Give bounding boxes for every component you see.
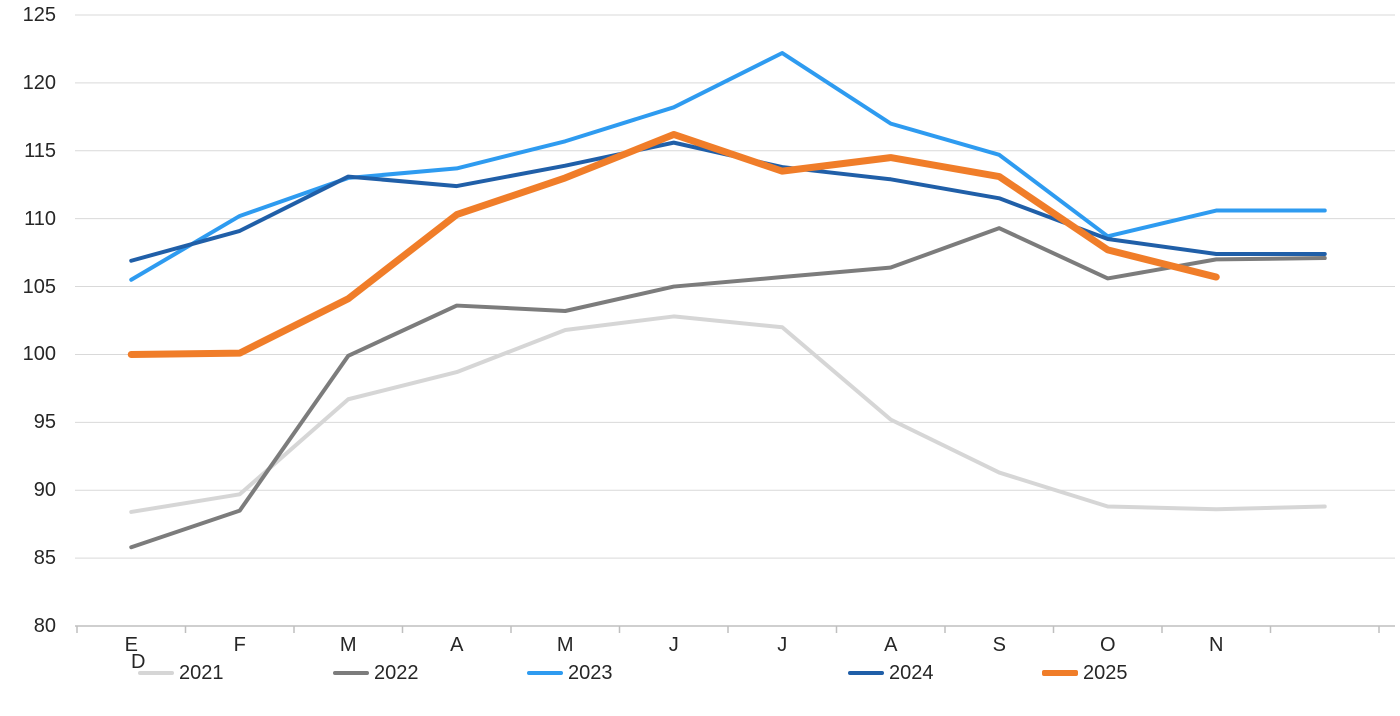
- x-tick-label: M: [556, 634, 574, 656]
- x-tick-label: A: [450, 634, 464, 656]
- x-tick-label: J: [668, 634, 679, 656]
- x-tick-label: F: [233, 634, 246, 656]
- legend-item-2021: 2021: [138, 661, 224, 685]
- series-line-2024: [129, 140, 1327, 263]
- x-tick-label-wrapped: D: [131, 651, 146, 673]
- legend-label-2025: 2025: [1083, 661, 1128, 684]
- y-tick-label: 95: [33, 411, 56, 434]
- y-tick-label: 85: [33, 547, 56, 570]
- y-tick-label: 105: [22, 275, 56, 298]
- y-tick-label: 80: [33, 615, 56, 637]
- legend-label-2022: 2022: [374, 661, 419, 684]
- legend-swatch-2023: [527, 671, 563, 675]
- legend-swatch-2021: [138, 671, 174, 675]
- series-line-2021: [129, 314, 1327, 514]
- y-tick-label: 115: [24, 139, 56, 162]
- x-tick-label: N: [1209, 634, 1224, 656]
- legend-swatch-2022: [333, 671, 369, 675]
- legend-item-2025: 2025: [1042, 661, 1128, 685]
- legend-swatch-2025: [1042, 670, 1078, 676]
- series-line-2022: [129, 226, 1327, 550]
- series-line-2025: [127, 130, 1220, 358]
- x-tick-label: E: [124, 634, 138, 656]
- y-tick-label: 100: [22, 343, 56, 366]
- y-tick-label: 120: [22, 71, 56, 94]
- legend-swatch-2024: [848, 671, 884, 675]
- legend-item-2023: 2023: [527, 661, 613, 685]
- y-tick-label: 125: [22, 4, 56, 26]
- legend-item-2022: 2022: [333, 661, 419, 685]
- x-tick-label: A: [884, 634, 898, 656]
- legend-label-2021: 2021: [179, 661, 224, 684]
- x-tick-label: S: [992, 634, 1006, 656]
- x-tick-label: M: [339, 634, 357, 656]
- y-tick-label: 110: [24, 207, 56, 230]
- legend-label-2023: 2023: [568, 661, 613, 684]
- legend-label-2024: 2024: [889, 661, 934, 684]
- x-tick-label: J: [777, 634, 788, 656]
- legend-item-2024: 2024: [848, 661, 934, 685]
- y-tick-label: 90: [33, 479, 56, 502]
- x-tick-label: O: [1099, 634, 1116, 656]
